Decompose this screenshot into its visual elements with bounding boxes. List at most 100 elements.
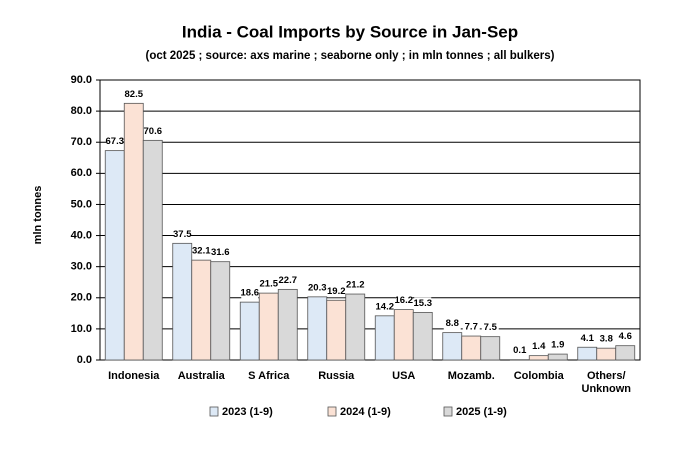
value-label-bg [173,228,191,241]
bar [210,261,231,361]
value-label-bg [395,294,413,307]
value-label-bg [241,287,259,300]
y-tick-label: 30.0 [71,261,92,273]
value-label: 15.3 [414,298,433,309]
value-label: 7.7 [465,322,478,333]
bar [123,102,144,361]
y-tick-label: 90.0 [71,74,92,86]
bar [172,242,193,361]
value-label-bg [144,125,162,138]
value-label: 16.2 [395,295,414,306]
value-label-bg [414,297,432,310]
bar [277,288,298,361]
value-label: 3.8 [600,334,613,345]
value-label-bg [327,285,345,298]
value-label: 82.5 [125,89,144,100]
bar [393,309,414,361]
y-tick-label: 80.0 [71,105,92,117]
bar [326,299,347,361]
value-label-bg [443,317,461,330]
value-label: 20.3 [308,282,327,293]
x-tick-label: Others/ Unknown [581,370,632,395]
value-label: 19.2 [327,286,346,297]
value-label-bg [192,245,210,258]
value-label: 21.5 [260,279,279,290]
bar [547,353,568,361]
value-label-bg [549,339,567,352]
value-label: 4.1 [581,333,595,344]
chart-subtitle: (oct 2025 ; source: axs marine ; seaborn… [145,50,554,62]
bar [345,293,366,361]
bar [191,259,212,361]
value-label: 18.6 [241,288,260,299]
value-label: 0.1 [513,345,527,356]
value-label: 1.4 [532,341,546,352]
y-tick-label: 60.0 [71,167,92,179]
chart-title: India - Coal Imports by Source in Jan-Se… [182,22,518,41]
value-label-bg [481,321,499,334]
x-tick-label: Colombia [513,370,564,382]
legend-swatch [209,406,219,417]
bar [596,347,617,361]
value-label-bg [597,333,615,346]
bar [528,355,549,361]
bar [258,292,279,361]
legend-label: 2023 (1-9) [222,406,273,418]
value-label-bg [106,135,124,148]
value-label: 21.2 [346,280,365,291]
legend-swatch [327,406,337,417]
bar [461,335,482,361]
value-label: 4.6 [619,331,632,342]
y-tick-label: 70.0 [71,136,92,148]
x-tick-label: Indonesia [108,370,160,382]
bar [374,315,395,361]
value-label-bg [511,344,529,357]
y-tick-label: 0.0 [77,354,92,366]
bar [412,311,433,361]
legend-label: 2025 (1-9) [456,406,507,418]
value-label: 1.9 [551,340,564,351]
value-label: 31.6 [211,247,230,258]
x-tick-label: USA [392,370,416,382]
value-label: 22.7 [279,275,298,286]
value-label-bg [616,330,634,343]
value-label-bg [376,300,394,313]
value-label: 37.5 [173,229,192,240]
y-tick-label: 40.0 [71,229,92,241]
value-label: 32.1 [192,246,211,257]
bar [239,301,260,361]
x-tick-label: S Africa [248,370,290,382]
y-tick-label: 50.0 [71,198,92,210]
value-label: 7.5 [484,322,498,333]
bar [142,139,163,361]
bar [615,345,636,361]
plot-border [99,79,641,361]
value-label: 8.8 [446,318,459,329]
value-label: 67.3 [106,136,125,147]
bar [480,336,501,361]
value-label-bg [211,246,229,259]
x-tick-label: Mozamb. [447,370,495,382]
value-label-bg [125,88,143,101]
legend-swatch [443,406,453,417]
value-label-bg [530,340,548,353]
x-tick-label: Australia [177,370,225,382]
value-label-bg [260,278,278,291]
y-tick-label: 20.0 [71,292,92,304]
value-label: 70.6 [144,126,163,137]
value-label-bg [346,279,364,292]
y-axis-label: mln tonnes [32,186,44,245]
bar [577,346,598,361]
value-label-bg [308,281,326,294]
bar [307,296,328,361]
bar [442,332,463,361]
value-label-bg [462,321,480,334]
bar [104,150,125,361]
value-label-bg [279,274,297,287]
x-tick-label: Russia [318,370,355,382]
y-tick-label: 10.0 [71,323,92,335]
legend-label: 2024 (1-9) [340,406,391,418]
value-label-bg [578,332,596,345]
